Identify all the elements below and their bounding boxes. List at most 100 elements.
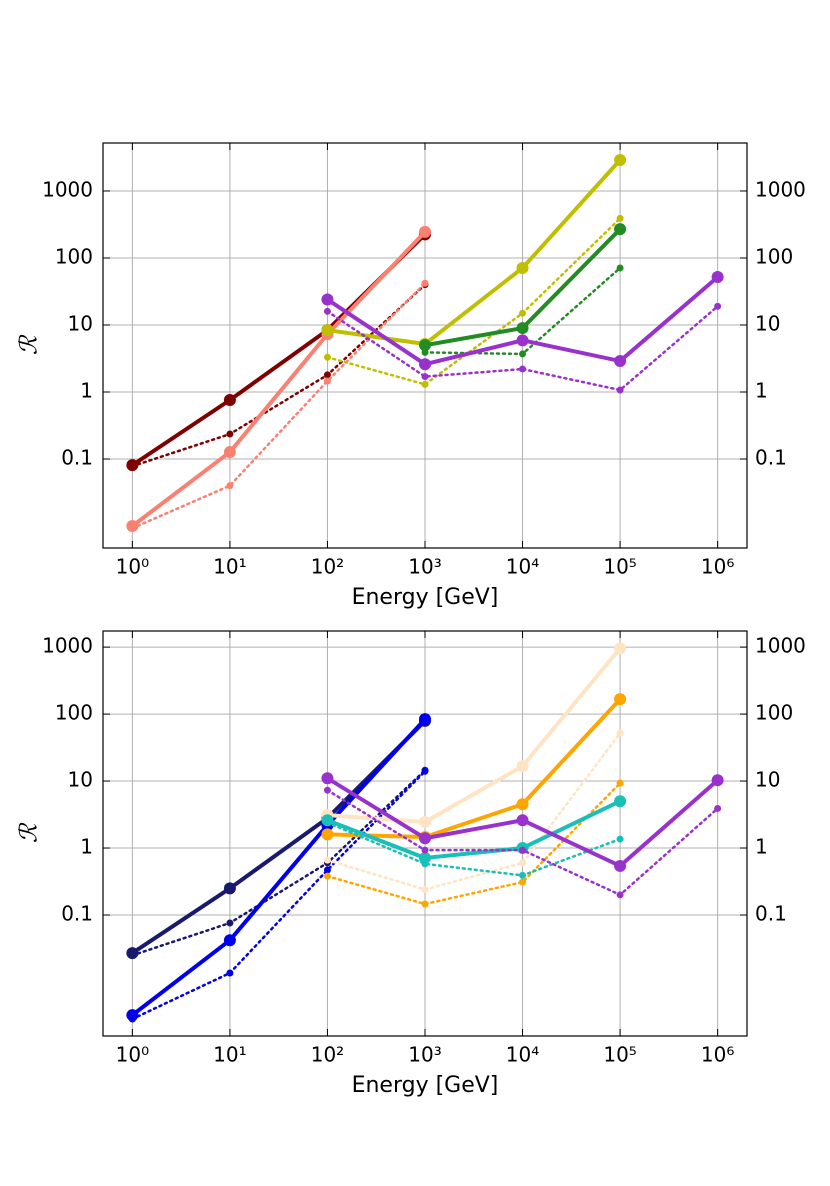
data-point bbox=[419, 851, 431, 864]
x-tick-label: 10¹ bbox=[213, 555, 246, 579]
series-line bbox=[129, 716, 428, 1018]
data-point bbox=[711, 271, 724, 284]
data-point bbox=[616, 386, 624, 394]
data-point bbox=[516, 322, 529, 335]
data-point bbox=[419, 339, 431, 352]
y-tick-label: 0.1 bbox=[755, 446, 787, 470]
y-tick-label: 100 bbox=[755, 244, 793, 268]
data-point bbox=[226, 919, 234, 927]
x-tick-label: 10¹ bbox=[213, 1043, 246, 1067]
y-tick-label: 10 bbox=[755, 311, 780, 335]
data-point bbox=[323, 353, 331, 361]
y-tick-label: 10 bbox=[755, 768, 780, 792]
data-point bbox=[516, 814, 529, 827]
x-tick-label: 10⁵ bbox=[603, 1043, 636, 1067]
data-point bbox=[323, 371, 331, 379]
x-tick-label: 10³ bbox=[408, 555, 441, 579]
series-line bbox=[326, 731, 622, 891]
data-point bbox=[516, 334, 529, 347]
data-point bbox=[519, 871, 527, 879]
data-point bbox=[223, 446, 236, 459]
x-tick-label: 10⁶ bbox=[701, 555, 734, 579]
data-point bbox=[421, 900, 429, 908]
data-point bbox=[321, 324, 334, 337]
data-point bbox=[226, 969, 234, 977]
y-tick-label: 1 bbox=[755, 835, 768, 859]
series-line bbox=[129, 229, 428, 529]
data-point bbox=[223, 393, 236, 406]
data-point bbox=[419, 225, 431, 238]
data-point bbox=[614, 795, 627, 808]
y-tick-label: 1 bbox=[755, 379, 768, 403]
data-point bbox=[419, 815, 431, 828]
series-line bbox=[326, 217, 622, 386]
x-tick-label: 10⁵ bbox=[603, 555, 636, 579]
data-point bbox=[421, 279, 429, 287]
series-line bbox=[326, 821, 622, 877]
data-point bbox=[614, 355, 627, 368]
series-line bbox=[325, 696, 623, 840]
data-point bbox=[421, 860, 429, 868]
data-point bbox=[419, 358, 431, 371]
x-tick-label: 10⁰ bbox=[116, 555, 149, 579]
data-point bbox=[323, 819, 331, 827]
data-point bbox=[616, 891, 624, 899]
data-point bbox=[614, 642, 627, 655]
y-tick-label: 100 bbox=[755, 701, 793, 725]
x-tick-label: 10³ bbox=[408, 1043, 441, 1067]
panel: 10⁰ 10¹ 10² 10³ 10⁴ 10⁵ 10⁶ 0.1 0.1 1 1 10 10 100 100 1… bbox=[15, 142, 806, 610]
data-point bbox=[519, 365, 527, 373]
data-point bbox=[614, 859, 627, 872]
data-point bbox=[614, 223, 627, 236]
data-point bbox=[519, 878, 527, 886]
data-point bbox=[714, 302, 722, 310]
x-tick-label: 10⁴ bbox=[506, 1043, 539, 1067]
series-line bbox=[131, 283, 427, 468]
data-point bbox=[323, 307, 331, 315]
y-tick-label: 1000 bbox=[755, 177, 806, 201]
x-tick-label: 10⁴ bbox=[506, 555, 539, 579]
data-point bbox=[616, 835, 624, 843]
y-tick-label: 10 bbox=[68, 311, 93, 335]
series-line bbox=[131, 770, 427, 1021]
data-point bbox=[223, 934, 236, 947]
x-axis-label: Energy [GeV] bbox=[352, 1073, 499, 1098]
data-point bbox=[714, 804, 722, 812]
data-point bbox=[519, 859, 527, 867]
panel: 10⁰ 10¹ 10² 10³ 10⁴ 10⁵ 10⁶ 0.1 0.1 1 1 10 10 100 100 1… bbox=[15, 630, 806, 1098]
data-point bbox=[421, 886, 429, 894]
y-tick-label: 1000 bbox=[42, 634, 93, 658]
y-tick-label: 0.1 bbox=[61, 446, 93, 470]
data-point bbox=[419, 832, 431, 845]
data-point bbox=[516, 798, 529, 811]
data-point bbox=[128, 951, 136, 959]
series-line bbox=[325, 645, 623, 824]
data-point bbox=[321, 293, 334, 306]
data-point bbox=[711, 774, 724, 787]
x-tick-label: 10⁶ bbox=[701, 1043, 734, 1067]
axes-frame bbox=[102, 630, 748, 1037]
data-point bbox=[323, 866, 331, 874]
data-point bbox=[321, 828, 334, 841]
y-axis-label: ℛ bbox=[15, 822, 43, 843]
x-axis-label: Energy [GeV] bbox=[352, 585, 499, 610]
data-point bbox=[519, 350, 527, 358]
y-tick-label: 100 bbox=[55, 701, 93, 725]
y-tick-label: 1000 bbox=[42, 177, 93, 201]
data-point bbox=[323, 786, 331, 794]
x-tick-label: 10² bbox=[311, 1043, 344, 1067]
data-point bbox=[616, 729, 624, 737]
data-point bbox=[421, 348, 429, 356]
data-point bbox=[616, 214, 624, 222]
data-point bbox=[421, 767, 429, 775]
data-point bbox=[226, 430, 234, 438]
y-tick-label: 1000 bbox=[755, 634, 806, 658]
y-tick-label: 0.1 bbox=[61, 901, 93, 925]
data-point bbox=[321, 772, 334, 785]
series-line bbox=[325, 157, 623, 347]
data-point bbox=[323, 856, 331, 864]
data-point bbox=[128, 1015, 136, 1023]
data-point bbox=[421, 380, 429, 388]
